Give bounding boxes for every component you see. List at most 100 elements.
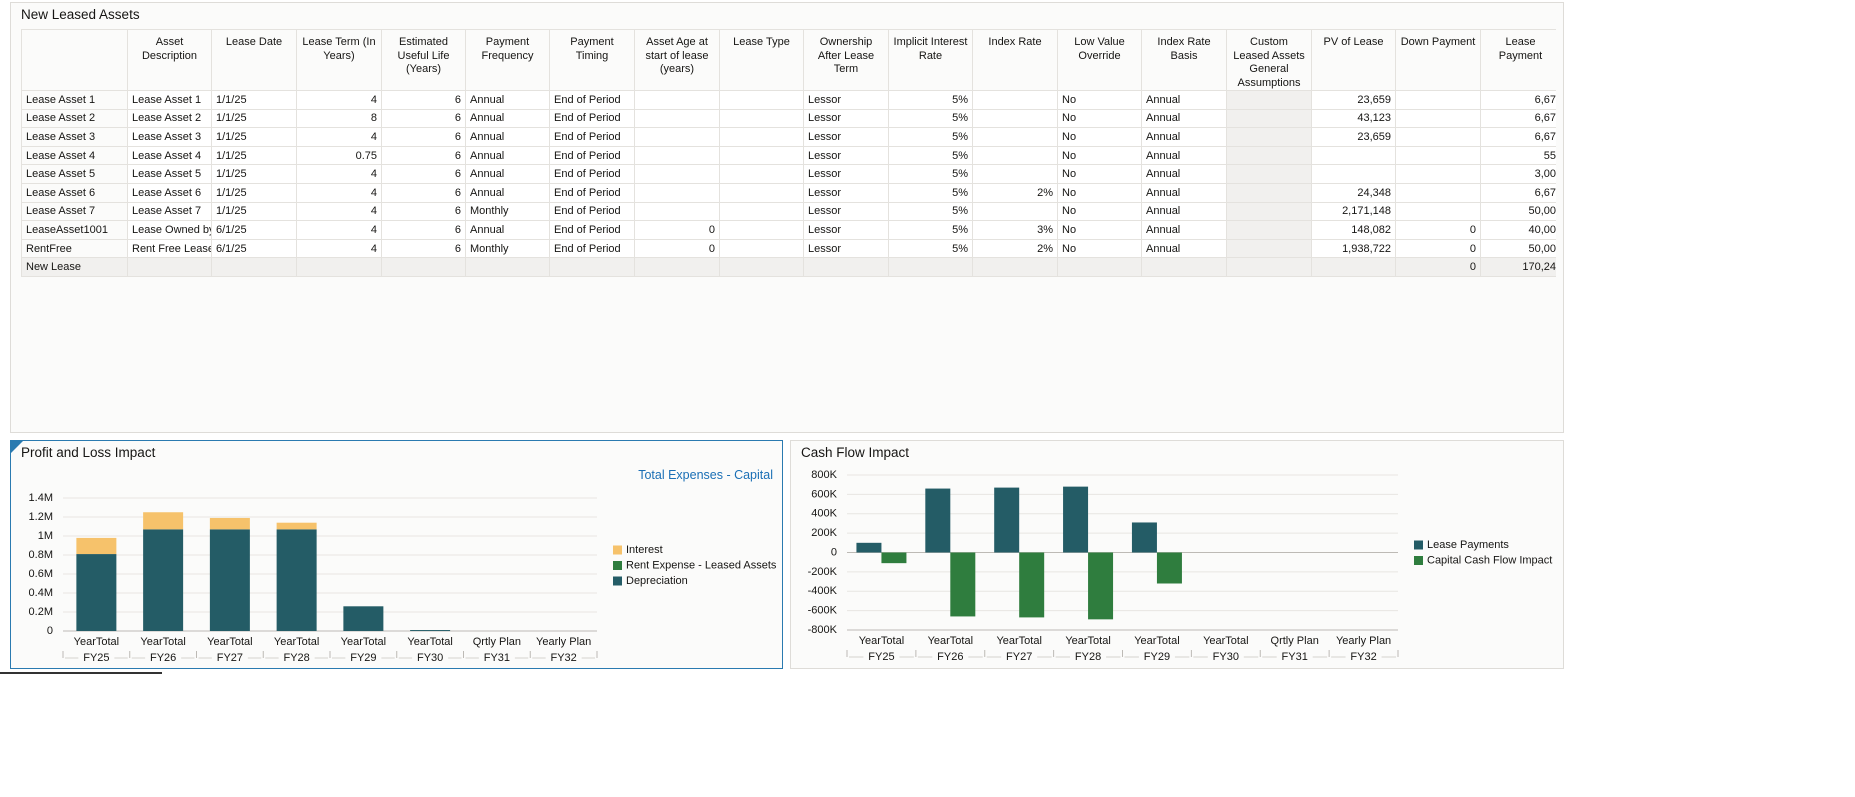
row-header: RentFree xyxy=(21,238,128,259)
bar xyxy=(410,630,451,631)
table-cell: 6 xyxy=(381,90,466,110)
table-cell: 0 xyxy=(1395,257,1481,277)
bar xyxy=(1088,552,1114,620)
bar xyxy=(343,606,384,631)
table-cell: 5% xyxy=(888,108,973,129)
table-cell xyxy=(634,127,720,147)
table-cell: 23,659 xyxy=(1311,90,1396,110)
table-cell: End of Period xyxy=(549,220,635,240)
bar xyxy=(1063,486,1089,553)
x-group-label: FY31 xyxy=(484,652,510,664)
table-cell xyxy=(1057,257,1142,277)
header-row: Asset Description Lease Date Lease Term (I… xyxy=(21,29,1556,91)
table-cell: 170,24 xyxy=(1480,257,1556,277)
table-cell: Annual xyxy=(1141,145,1227,166)
bar xyxy=(1131,522,1157,553)
table-cell: Lessor xyxy=(803,90,889,110)
y-tick-label: -400K xyxy=(808,585,838,597)
table-cell xyxy=(719,145,804,166)
table-cell xyxy=(1226,201,1312,222)
table-cell: Lessor xyxy=(803,182,889,203)
row-header: Lease Asset 5 xyxy=(21,164,128,184)
row-header: Lease Asset 7 xyxy=(21,201,128,222)
table-cell: 1/1/25 xyxy=(211,145,297,166)
bar xyxy=(143,512,184,530)
table-cell xyxy=(465,257,550,277)
bar xyxy=(143,529,184,631)
table-cell xyxy=(1141,257,1227,277)
x-group-label: FY32 xyxy=(1350,651,1376,663)
x-tick-label: Yearly Plan xyxy=(1336,635,1391,647)
table-cell: End of Period xyxy=(549,238,635,259)
table-row: Lease Asset 6 Lease Asset 6 1/1/25 4 6 Annual… xyxy=(21,182,1556,203)
table-cell xyxy=(634,257,720,277)
table-cell: 0 xyxy=(634,238,720,259)
table-cell: Lessor xyxy=(803,220,889,240)
table-cell: 0.75 xyxy=(296,145,382,166)
table-cell: Monthly xyxy=(465,201,550,222)
table-cell: Annual xyxy=(1141,90,1227,110)
table-cell xyxy=(972,164,1058,184)
table-cell xyxy=(972,90,1058,110)
table-cell: 4 xyxy=(296,220,382,240)
x-tick-label: YearTotal xyxy=(207,636,252,648)
x-group-label: FY26 xyxy=(150,652,176,664)
x-tick-label: YearTotal xyxy=(1134,635,1179,647)
table-cell: 6,67 xyxy=(1480,182,1556,203)
x-tick-label: YearTotal xyxy=(274,636,319,648)
y-tick-label: -800K xyxy=(808,624,838,636)
legend-label: Rent Expense - Leased Assets xyxy=(626,559,777,571)
table-cell xyxy=(972,257,1058,277)
table-cell: Lease Asset 6 xyxy=(127,182,212,203)
table-cell xyxy=(1311,164,1396,184)
table-cell: 23,659 xyxy=(1311,127,1396,147)
x-tick-label: YearTotal xyxy=(996,635,1041,647)
table-cell xyxy=(381,257,466,277)
table-cell: End of Period xyxy=(549,164,635,184)
chart-panel: 0 0.2M 0.4M 0.6M 0.8M 1M 1.2M 1.4M YearTotal FY25… xyxy=(10,440,783,669)
table-cell xyxy=(1226,127,1312,147)
table-cell: 1/1/25 xyxy=(211,127,297,147)
table-cell: 0 xyxy=(1395,220,1481,240)
column-header: Low Value Override xyxy=(1057,29,1142,91)
column-header: Lease Term (In Years) xyxy=(296,29,382,91)
legend-label: Depreciation xyxy=(626,575,688,587)
bar xyxy=(76,537,117,555)
table-cell: 4 xyxy=(296,127,382,147)
table-cell: 6,67 xyxy=(1480,127,1556,147)
table-cell xyxy=(1311,257,1396,277)
x-group-label: FY31 xyxy=(1282,651,1308,663)
table-cell: 4 xyxy=(296,182,382,203)
table-cell xyxy=(972,108,1058,129)
chart-link[interactable]: Total Expenses - Capital xyxy=(638,468,773,482)
bar xyxy=(881,552,907,564)
x-tick-label: YearTotal xyxy=(859,635,904,647)
table-cell: 4 xyxy=(296,164,382,184)
table-cell xyxy=(1395,164,1481,184)
x-tick-label: Yearly Plan xyxy=(536,636,591,648)
table-cell: 1/1/25 xyxy=(211,182,297,203)
table-cell: Lease Asset 5 xyxy=(127,164,212,184)
column-header: Index Rate Basis xyxy=(1141,29,1227,91)
table-cell xyxy=(1226,182,1312,203)
table-cell xyxy=(211,257,297,277)
pl-corner xyxy=(11,441,23,453)
chart-title: Profit and Loss Impact xyxy=(21,445,156,460)
table-cell: End of Period xyxy=(549,108,635,129)
table-cell: 6/1/25 xyxy=(211,220,297,240)
y-tick-label: -200K xyxy=(808,566,838,578)
column-header: Asset Description xyxy=(127,29,212,91)
legend-swatch xyxy=(1414,540,1423,550)
table-cell: No xyxy=(1057,164,1142,184)
table-cell: 1/1/25 xyxy=(211,90,297,110)
table-cell: 4 xyxy=(296,90,382,110)
table-cell xyxy=(634,145,720,166)
chart-title: Cash Flow Impact xyxy=(801,445,910,460)
table-cell: 1/1/25 xyxy=(211,108,297,129)
table-cell: 148,082 xyxy=(1311,220,1396,240)
table-cell: 4 xyxy=(296,201,382,222)
bar xyxy=(76,554,117,631)
table-cell xyxy=(719,182,804,203)
column-header: Index Rate xyxy=(972,29,1058,91)
table-cell xyxy=(1395,90,1481,110)
